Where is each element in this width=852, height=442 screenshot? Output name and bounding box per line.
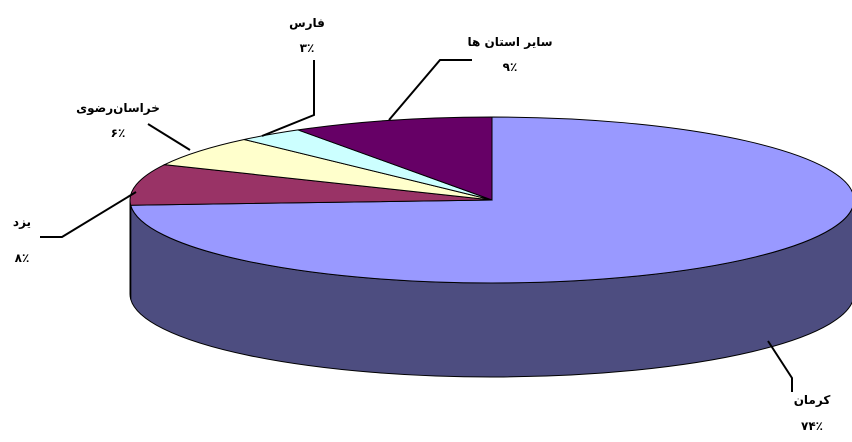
pct-fars: ۳٪ xyxy=(300,41,315,55)
slice-yazd xyxy=(129,164,493,206)
label-khorasan: خراسان‌رضوی xyxy=(76,101,160,116)
leader-lines xyxy=(40,59,793,392)
leader-yazd xyxy=(40,191,137,238)
slice-side-yazd xyxy=(129,199,132,300)
leader-other-provinces xyxy=(388,59,472,121)
leader-kerman xyxy=(767,340,793,392)
pct-yazd: ۸٪ xyxy=(15,251,30,265)
pie-tops xyxy=(129,116,852,284)
slice-khorasan xyxy=(162,138,493,201)
pct-khorasan: ۶٪ xyxy=(111,126,126,140)
pct-other-provinces: ۹٪ xyxy=(503,60,518,74)
label-yazd: یزد xyxy=(13,215,31,229)
leader-fars xyxy=(261,60,315,137)
pct-kerman: ۷۴٪ xyxy=(801,419,823,433)
label-other-provinces: سایر استان ها xyxy=(467,35,552,49)
slice-kerman xyxy=(130,116,852,284)
slice-other-provinces xyxy=(297,116,493,201)
leader-khorasan xyxy=(147,123,191,151)
label-kerman: کرمان xyxy=(794,393,831,407)
label-fars: فارس xyxy=(289,16,325,30)
